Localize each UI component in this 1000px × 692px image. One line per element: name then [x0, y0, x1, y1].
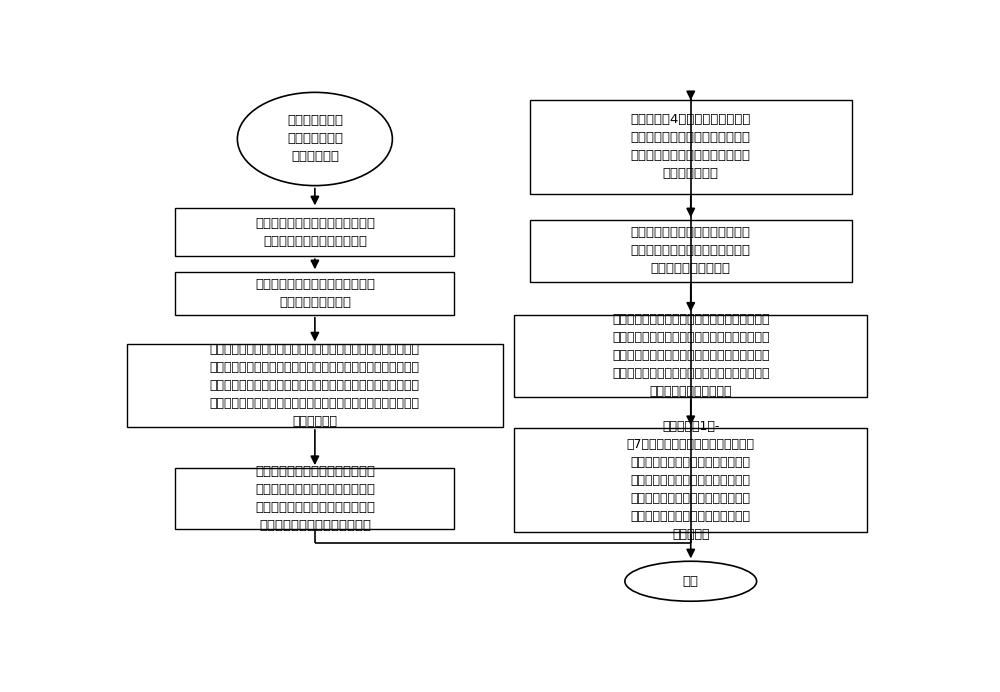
FancyBboxPatch shape	[175, 208, 454, 256]
Text: 根据短路故障信号值，判断是否发
生直流双极短路故障: 根据短路故障信号值，判断是否发 生直流双极短路故障	[255, 278, 375, 309]
Text: 当没有发生直流双极短路故障时，根据桥臂内半桥结构子模块和
全桥结构子模块的模块数目、桥臂电流方向以及桥臂内半桥结构
子模块电容电压平均值与同桥臂内全桥结构子模块: 当没有发生直流双极短路故障时，根据桥臂内半桥结构子模块和 全桥结构子模块的模块数…	[210, 343, 420, 428]
Text: 根据步骤（4）计算得到的修正量
，对桥臂内半桥结构子模块投入数
指令和全桥结构子模块投入数指令
分别进一步修正: 根据步骤（4）计算得到的修正量 ，对桥臂内半桥结构子模块投入数 指令和全桥结构子…	[631, 113, 751, 181]
FancyBboxPatch shape	[127, 345, 503, 427]
FancyBboxPatch shape	[514, 315, 867, 397]
Text: 当发生直流双极短路故障时，重新
设定桥臂内半桥结构子模块和全桥
结构子模块投入数指令: 当发生直流双极短路故障时，重新 设定桥臂内半桥结构子模块和全桥 结构子模块投入数…	[631, 226, 751, 275]
FancyBboxPatch shape	[175, 272, 454, 315]
FancyBboxPatch shape	[530, 220, 852, 282]
Text: 根据上述步骤确定的子模块投入个数，半桥结构
子模块和全桥结构子模块对应的阀基控制设备将
最终确定桥臂内各半桥结构子模块和全桥结构子
模块的开关状态，并进行触发控: 根据上述步骤确定的子模块投入个数，半桥结构 子模块和全桥结构子模块对应的阀基控制…	[612, 313, 770, 399]
Ellipse shape	[625, 561, 757, 601]
Text: 监测直流电压值以及桥臂电流变化
率，确定直流短路故障信号值: 监测直流电压值以及桥臂电流变化 率，确定直流短路故障信号值	[255, 217, 375, 248]
Text: 进一步比较半桥结构子模块电容电
压平均值与同桥臂内全桥结构子模
块电容电压平均值的大小关系，并
确定投入子模块数指令的修正量: 进一步比较半桥结构子模块电容电 压平均值与同桥臂内全桥结构子模 块电容电压平均值…	[255, 465, 375, 532]
Text: 模块化多电平换
流器的直流故障
穿越控制方法: 模块化多电平换 流器的直流故障 穿越控制方法	[287, 114, 343, 163]
Text: 按照步骤（1）-
（7），保证桥臂内半桥结构子模块和
全桥结构子模块电容电压的相对稳定
；在故障发生后，换流器能够实现对
交流侧电流的有效控制，保证换流器
不会: 按照步骤（1）- （7），保证桥臂内半桥结构子模块和 全桥结构子模块电容电压的相…	[627, 419, 755, 540]
FancyBboxPatch shape	[175, 468, 454, 529]
Ellipse shape	[237, 92, 392, 185]
Text: 结束: 结束	[683, 575, 699, 588]
FancyBboxPatch shape	[530, 100, 852, 194]
FancyBboxPatch shape	[514, 428, 867, 532]
